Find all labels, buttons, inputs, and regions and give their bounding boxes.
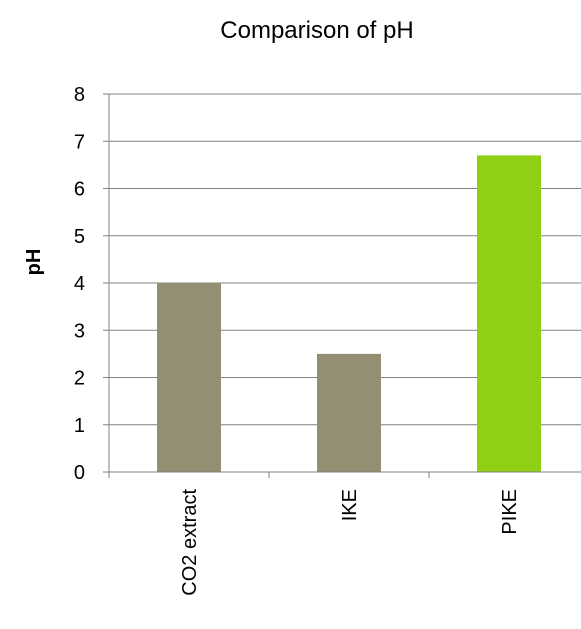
y-tick-label: 0 [74, 462, 85, 484]
y-tick-label: 5 [74, 226, 85, 248]
y-tick-label: 8 [74, 84, 85, 106]
x-tick-label: CO2 extract [179, 489, 201, 596]
y-tick-label: 3 [74, 320, 85, 342]
bar [157, 283, 221, 472]
bars [157, 155, 541, 473]
y-tick-label: 1 [74, 415, 85, 437]
y-axis-label: pH [23, 249, 45, 276]
x-axis-ticks: CO2 extract IKE PIKE [108, 472, 521, 596]
x-tick-label: PIKE [499, 489, 521, 535]
bar [477, 155, 541, 473]
x-tick-label: IKE [339, 489, 361, 521]
y-axis-ticks: 0 1 2 3 4 5 6 7 8 [74, 84, 109, 484]
y-tick-label: 4 [74, 273, 85, 295]
chart-title: Comparison of pH [220, 17, 413, 44]
y-tick-label: 6 [74, 179, 85, 201]
y-tick-label: 7 [74, 131, 85, 153]
y-tick-label: 2 [74, 368, 85, 390]
bar [317, 353, 381, 472]
